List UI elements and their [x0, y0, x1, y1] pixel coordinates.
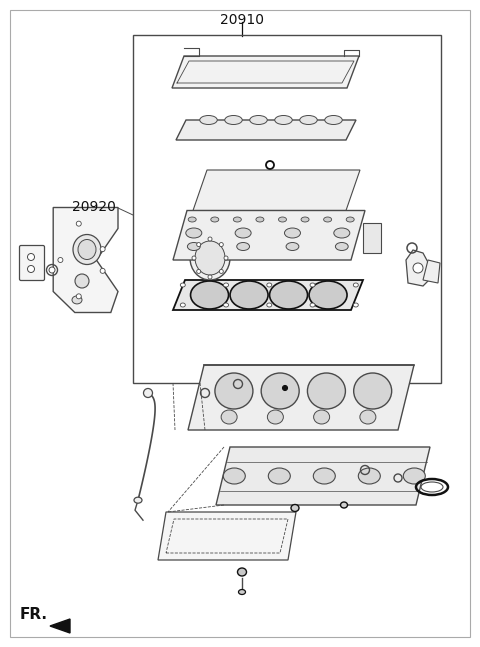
Ellipse shape [192, 256, 196, 260]
Ellipse shape [191, 281, 228, 309]
Ellipse shape [291, 505, 299, 512]
Ellipse shape [239, 589, 245, 595]
Ellipse shape [275, 116, 292, 124]
Ellipse shape [211, 217, 219, 222]
Ellipse shape [309, 281, 347, 309]
Ellipse shape [268, 468, 290, 484]
Ellipse shape [225, 116, 242, 124]
Ellipse shape [224, 303, 228, 307]
Ellipse shape [324, 217, 332, 222]
Ellipse shape [233, 217, 241, 222]
Polygon shape [423, 260, 440, 283]
Ellipse shape [180, 303, 185, 307]
Ellipse shape [270, 281, 308, 309]
Ellipse shape [76, 221, 81, 226]
Ellipse shape [144, 388, 153, 397]
Ellipse shape [334, 228, 350, 238]
Ellipse shape [200, 116, 217, 124]
Ellipse shape [301, 217, 309, 222]
Ellipse shape [346, 217, 354, 222]
Polygon shape [193, 170, 360, 210]
Ellipse shape [188, 217, 196, 222]
Ellipse shape [197, 269, 201, 274]
Ellipse shape [134, 497, 142, 503]
Ellipse shape [286, 243, 299, 250]
Polygon shape [406, 250, 433, 286]
Ellipse shape [313, 410, 330, 424]
Polygon shape [188, 365, 414, 430]
Polygon shape [216, 447, 430, 505]
Ellipse shape [27, 254, 35, 261]
Ellipse shape [261, 373, 299, 409]
Ellipse shape [215, 373, 253, 409]
Ellipse shape [403, 468, 425, 484]
Ellipse shape [49, 267, 55, 273]
Ellipse shape [221, 410, 237, 424]
Polygon shape [173, 280, 363, 310]
Ellipse shape [187, 243, 200, 250]
Ellipse shape [58, 258, 63, 263]
Ellipse shape [267, 283, 272, 287]
Ellipse shape [413, 263, 423, 273]
Ellipse shape [307, 373, 346, 409]
Ellipse shape [197, 243, 201, 247]
Ellipse shape [208, 237, 212, 241]
Ellipse shape [223, 468, 245, 484]
FancyBboxPatch shape [20, 245, 45, 281]
Ellipse shape [219, 269, 223, 274]
Ellipse shape [235, 228, 251, 238]
Ellipse shape [267, 303, 272, 307]
Ellipse shape [219, 243, 223, 247]
Ellipse shape [313, 468, 336, 484]
Ellipse shape [340, 502, 348, 508]
Ellipse shape [208, 275, 212, 279]
Ellipse shape [230, 281, 268, 309]
Ellipse shape [224, 256, 228, 260]
Ellipse shape [76, 294, 81, 299]
Ellipse shape [250, 116, 267, 124]
Ellipse shape [100, 269, 105, 274]
Ellipse shape [180, 283, 185, 287]
Text: 20920: 20920 [72, 200, 116, 214]
Ellipse shape [190, 236, 230, 280]
Polygon shape [176, 120, 356, 140]
Ellipse shape [353, 303, 358, 307]
Ellipse shape [300, 116, 317, 124]
Ellipse shape [195, 241, 225, 275]
Ellipse shape [75, 274, 89, 288]
Ellipse shape [360, 410, 376, 424]
Bar [363, 223, 381, 252]
Ellipse shape [100, 247, 105, 252]
Ellipse shape [278, 217, 287, 222]
Ellipse shape [358, 468, 380, 484]
Ellipse shape [27, 265, 35, 272]
Ellipse shape [186, 228, 202, 238]
Text: FR.: FR. [20, 607, 48, 622]
Polygon shape [173, 210, 365, 260]
Ellipse shape [354, 373, 392, 409]
Polygon shape [53, 208, 118, 313]
Ellipse shape [310, 303, 315, 307]
Ellipse shape [285, 228, 300, 238]
Ellipse shape [267, 410, 283, 424]
Polygon shape [172, 56, 359, 88]
Text: 20910: 20910 [220, 13, 264, 27]
Ellipse shape [237, 243, 250, 250]
Ellipse shape [353, 283, 358, 287]
Polygon shape [158, 512, 296, 560]
Ellipse shape [256, 217, 264, 222]
Ellipse shape [78, 239, 96, 259]
Bar [133, 35, 441, 383]
Polygon shape [50, 619, 70, 633]
Ellipse shape [283, 386, 288, 391]
Ellipse shape [336, 243, 348, 250]
Ellipse shape [73, 234, 101, 265]
Ellipse shape [310, 283, 315, 287]
Ellipse shape [325, 116, 342, 124]
Ellipse shape [224, 283, 228, 287]
Ellipse shape [72, 296, 82, 304]
Ellipse shape [238, 568, 247, 576]
